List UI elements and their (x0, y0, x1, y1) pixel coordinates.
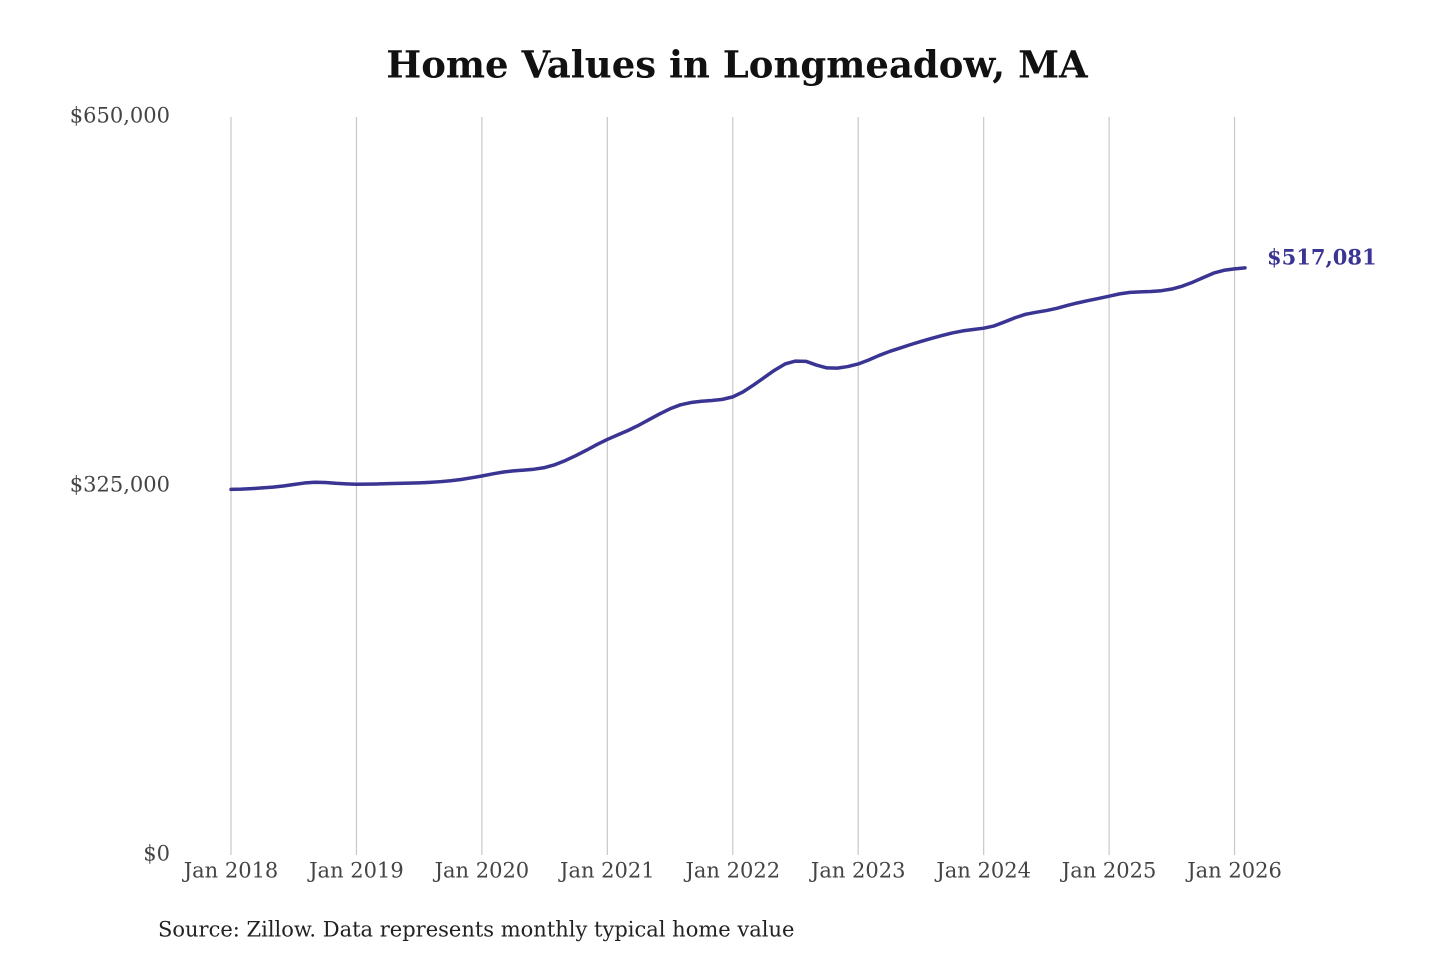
x-tick-label: Jan 2025 (1060, 859, 1157, 883)
value-label: $517,081 (1267, 244, 1377, 269)
x-tick-label: Jan 2020 (433, 859, 530, 883)
y-tick-label: $650,000 (70, 104, 170, 128)
data-line (229, 266, 1247, 492)
chart-title: Home Values in Longmeadow, MA (386, 43, 1089, 87)
x-tick-label: Jan 2021 (558, 859, 655, 883)
x-tick-label: Jan 2026 (1185, 859, 1282, 883)
x-tick-label: Jan 2024 (934, 859, 1031, 883)
x-tick-label: Jan 2019 (307, 859, 404, 883)
source-note: Source: Zillow. Data represents monthly … (158, 918, 794, 942)
y-tick-label: $325,000 (70, 473, 170, 497)
x-tick-label: Jan 2018 (182, 859, 279, 883)
x-tick-label: Jan 2022 (683, 859, 780, 883)
y-tick-label: $0 (143, 842, 170, 866)
x-tick-label: Jan 2023 (809, 859, 906, 883)
